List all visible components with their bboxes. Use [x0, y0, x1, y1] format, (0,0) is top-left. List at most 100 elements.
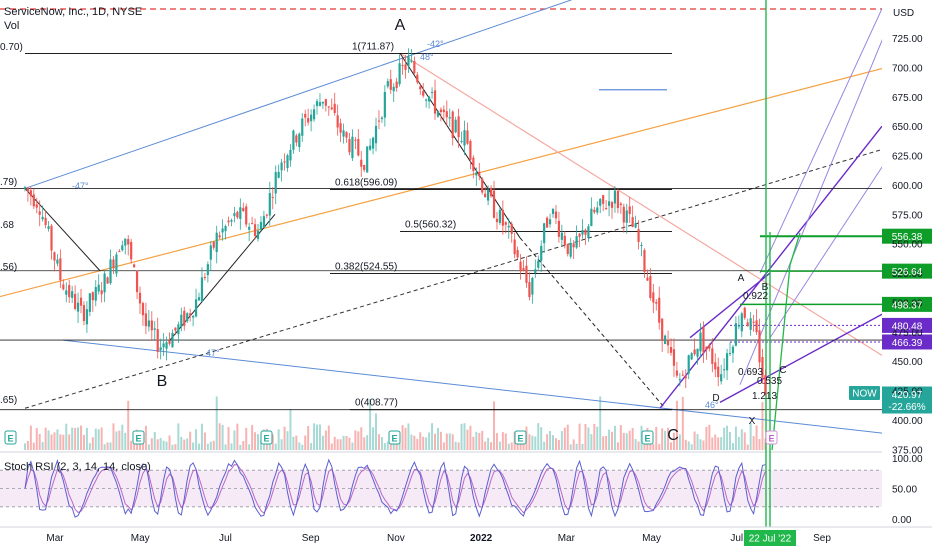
volume-bar [277, 429, 280, 450]
volume-bar [174, 444, 177, 450]
volume-bar [463, 423, 466, 450]
volume-bar [68, 434, 71, 450]
candle-body [675, 370, 679, 376]
volume-bar [257, 434, 260, 450]
candle-body [540, 245, 543, 261]
time-tick-label: Sep [302, 533, 320, 544]
candle-body [386, 81, 389, 87]
candle-body [554, 211, 558, 219]
candle-body [548, 219, 552, 225]
candle-body [708, 344, 711, 349]
wave-leg-line [24, 188, 101, 272]
candle-body [725, 353, 729, 371]
volume-bar [339, 439, 342, 450]
volume-bar [26, 440, 29, 450]
volume-bar [292, 436, 295, 450]
price-tag-label: 556.38 [892, 232, 923, 243]
volume-bar [622, 432, 625, 450]
volume-bar [239, 444, 242, 450]
candle-body [321, 101, 325, 104]
volume-bar [510, 442, 513, 450]
candle-body [47, 226, 50, 229]
symbol-title[interactable]: ServiceNow, Inc., 1D, NYSE [4, 6, 143, 18]
candle-body [147, 320, 150, 327]
time-tick-label: Mar [558, 533, 576, 544]
candle-body [44, 217, 47, 226]
volume-bar [71, 427, 74, 450]
volume-bar [761, 402, 764, 450]
volume-bar [404, 427, 407, 450]
price-tick-label: 550.00 [892, 240, 923, 251]
volume-bar [259, 440, 262, 450]
volume-bar [569, 444, 572, 450]
volume-bar [466, 429, 469, 450]
volume-bar [327, 425, 330, 450]
volume-bar [625, 433, 628, 450]
rsi-tick-label: 100.00 [892, 454, 923, 465]
candle-body [141, 303, 145, 316]
earnings-e-icon: E [4, 430, 17, 445]
candle-body [65, 290, 68, 295]
candle-body [168, 340, 171, 344]
volume-bar [702, 440, 705, 450]
candle-body [572, 243, 575, 248]
volume-bar [699, 439, 702, 450]
candle-body [690, 353, 693, 360]
candle-body [531, 277, 534, 295]
price-tag-label: 498.37 [892, 300, 923, 311]
candle-body [100, 290, 103, 295]
time-tick-label: Sep [813, 533, 831, 544]
candle-body [374, 125, 378, 144]
candle-body [248, 226, 251, 230]
volume-bar [436, 428, 439, 450]
angle-label: 47° [206, 348, 220, 358]
orange-trend-line [0, 55, 932, 298]
candle-body [566, 243, 569, 254]
earnings-e-icon: E [517, 434, 523, 444]
candle-body [534, 269, 537, 273]
candle-body [457, 116, 460, 138]
candle-body [487, 189, 490, 201]
volume-bar [649, 440, 652, 450]
pattern-ratio-label: 0.535 [757, 376, 782, 387]
price-tick-label: 575.00 [892, 210, 923, 221]
candle-body [569, 243, 572, 257]
candle-body [469, 140, 472, 160]
candle-body [723, 369, 726, 371]
candle-body [634, 223, 637, 228]
candle-body [183, 310, 186, 326]
volume-bar [693, 431, 696, 450]
volume-bar [755, 425, 758, 450]
candle-body [699, 332, 702, 352]
volume-bar [743, 432, 746, 450]
earnings-e-icon: E [765, 430, 778, 445]
candle-body [516, 249, 519, 258]
candle-body [664, 335, 667, 344]
candle-body [233, 213, 236, 217]
candle-body [492, 190, 496, 218]
volume-bar [360, 427, 363, 450]
volume-bar [546, 434, 549, 450]
candle-body [764, 375, 767, 396]
candle-body [156, 329, 159, 352]
volume-bar [271, 434, 274, 450]
volume-bar [97, 429, 100, 450]
volume-bar [584, 423, 587, 450]
candle-body [32, 194, 35, 207]
volume-bar [245, 427, 248, 450]
volume-bar [534, 436, 537, 450]
earnings-e-icon [388, 430, 401, 445]
candle-body [616, 191, 620, 209]
earnings-e-icon: E [260, 430, 273, 445]
candle-body [445, 111, 448, 118]
candle-body [551, 208, 555, 215]
candle-body [348, 139, 351, 153]
price-tag-label: 480.48 [892, 321, 923, 332]
candle-body [593, 209, 596, 213]
candle-body [354, 139, 357, 141]
candle-body [501, 209, 504, 226]
volume-bar [717, 437, 720, 450]
